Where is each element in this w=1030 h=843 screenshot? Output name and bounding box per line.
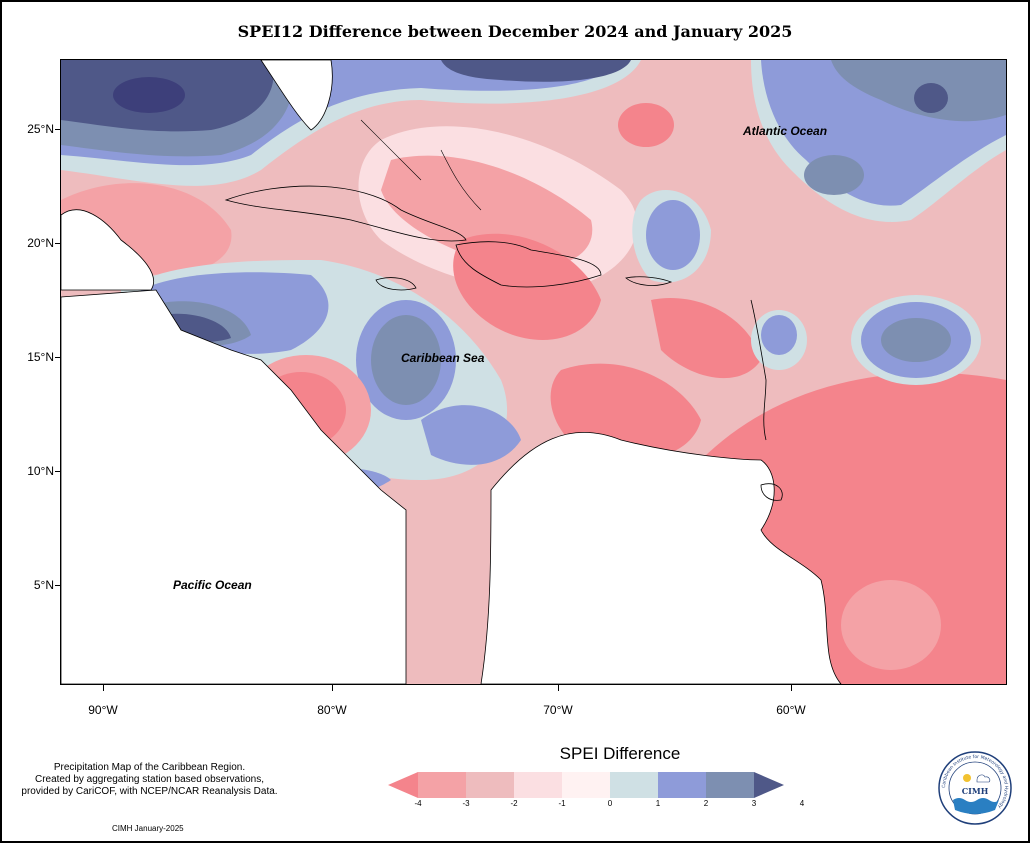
lon-tickmark [103,685,104,691]
lon-tick-label: 60°W [776,703,806,717]
note-line: Precipitation Map of the Caribbean Regio… [53,762,246,773]
lat-tick-label: 5°N [33,578,54,592]
zone-moderate-positive-pr [646,200,700,270]
zone-moderate-negative-suriname [841,580,941,670]
zone-moderate-positive-antilles [761,315,797,355]
legend-label: 4 [799,799,805,808]
lat-tickmark [55,129,61,130]
wave-icon [953,798,999,814]
legend-label: 3 [751,799,757,808]
florida-land [260,60,333,131]
caribbean-sea-label: Caribbean Sea [401,351,485,365]
legend-label: 0 [607,799,613,808]
cloud-icon [976,774,991,783]
legend-label: -2 [510,799,518,808]
cimh-logo: Caribbean Institute for Meteorology and … [938,751,1012,825]
legend-label: -4 [414,799,422,808]
lon-tickmark [332,685,333,691]
note-line: provided by CariCOF, with NCEP/NCAR Rean… [21,786,278,797]
lat-tick-label: 15°N [27,350,54,364]
central-america-land [61,289,407,684]
zone-extreme-positive-north [441,60,631,82]
lon-tickmark [558,685,559,691]
map-description: Precipitation Map of the Caribbean Regio… [12,762,287,798]
lat-tickmark [55,585,61,586]
zone-strong-positive-east [881,318,951,362]
map-title: SPEI12 Difference between December 2024 … [237,22,793,41]
zone-strong-positive-jamaica [371,315,441,405]
legend-swatch [418,772,466,798]
zone-strong-negative-atlantic [618,103,674,147]
lat-tickmark [55,357,61,358]
lat-tick-label: 25°N [27,122,54,136]
zone-peak-gulf [113,77,185,113]
hispaniola-outline [455,241,602,288]
cuba-outline [224,185,467,242]
lat-tickmark [55,243,61,244]
lon-tick-label: 90°W [88,703,118,717]
zone-moderate-positive-panama [421,405,521,465]
lat-tick-label: 10°N [27,464,54,478]
zone-peak-ne [914,83,948,113]
bahamas-outline [360,119,482,211]
jamaica-outline [375,277,417,291]
legend-label: 1 [655,799,661,808]
legend-swatch [466,772,514,798]
sun-icon [963,774,971,782]
legend-colorbar [388,772,784,798]
lon-tick-label: 80°W [317,703,347,717]
legend-label: -3 [462,799,470,808]
atlantic-ocean-label: Atlantic Ocean [743,124,828,138]
legend-swatch [388,772,418,798]
lat-tickmark [55,471,61,472]
yucatan-land [61,209,154,291]
logo-text: CIMH [962,786,989,796]
legend-label: 2 [703,799,709,808]
lon-tickmark [791,685,792,691]
legend-swatch [754,772,784,798]
pacific-ocean-label: Pacific Ocean [173,578,252,592]
legend-label: -1 [558,799,566,808]
legend-title: SPEI Difference [559,744,681,763]
zone-strong-positive-ne [804,155,864,195]
spei-map: Atlantic Ocean Caribbean Sea Pacific Oce… [60,59,1007,685]
legend-swatch [658,772,706,798]
lon-tick-label: 70°W [543,703,573,717]
zone-strong-negative-lesser-antilles [651,298,761,379]
note-line: Created by aggregating station based obs… [34,774,265,785]
trinidad-outline [760,483,783,501]
credit-text: CIMH January-2025 [112,824,184,833]
legend-swatch [562,772,610,798]
zone-moderate-negative-cuba [381,155,593,268]
legend-swatch [610,772,658,798]
legend-swatch [514,772,562,798]
puerto-rico-outline [625,276,673,286]
lesser-antilles-outline [750,299,767,441]
south-america-land [480,432,842,684]
lat-tick-label: 20°N [27,236,54,250]
map-canvas [61,60,1006,684]
legend-swatch [706,772,754,798]
